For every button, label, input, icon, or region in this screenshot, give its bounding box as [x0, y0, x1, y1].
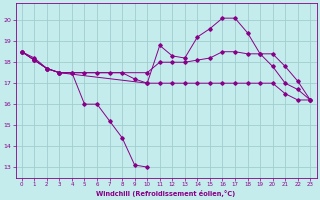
X-axis label: Windchill (Refroidissement éolien,°C): Windchill (Refroidissement éolien,°C) — [96, 190, 236, 197]
